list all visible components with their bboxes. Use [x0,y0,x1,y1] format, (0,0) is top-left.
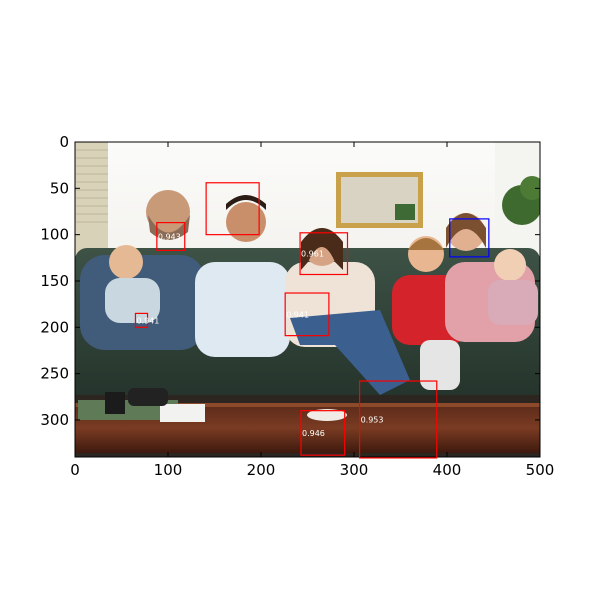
axis-ticks: 0 100 200 300 400 500 0 50 100 150 200 250 300 [40,133,554,479]
detection-box [300,410,346,456]
detection-score-label: 0.946 [302,429,325,438]
x-tick-label: 400 [433,461,462,479]
detection-boxes: 0.943 0.961 0.941 0.941 0.953 0.946 [134,182,490,459]
x-tick-label: 0 [70,461,80,479]
y-tick-label: 200 [40,318,69,336]
detection-score-label: 0.941 [136,316,159,325]
y-tick-label: 100 [40,226,69,244]
detection-score-label: 0.943 [158,233,181,242]
x-tick-label: 200 [247,461,276,479]
y-tick-label: 0 [59,133,69,151]
axes-frame [74,141,541,458]
detection-score-label: 0.941 [286,310,309,319]
x-tick-label: 100 [154,461,183,479]
detection-box [156,222,186,251]
detection-score-label: 0.961 [301,250,324,259]
detection-box [299,232,349,276]
family-photo [75,142,540,457]
x-tick-label: 300 [340,461,369,479]
x-tick-label: 500 [526,461,555,479]
detection-box [449,218,490,258]
detection-box [205,182,260,236]
y-tick-label: 150 [40,272,69,290]
detection-score-label: 0.953 [361,415,384,424]
detection-box [358,380,438,459]
detection-box [134,312,149,328]
y-tick-label: 300 [40,411,69,429]
y-tick-label: 50 [50,179,69,197]
y-tick-label: 250 [40,365,69,383]
detection-box [284,292,330,337]
